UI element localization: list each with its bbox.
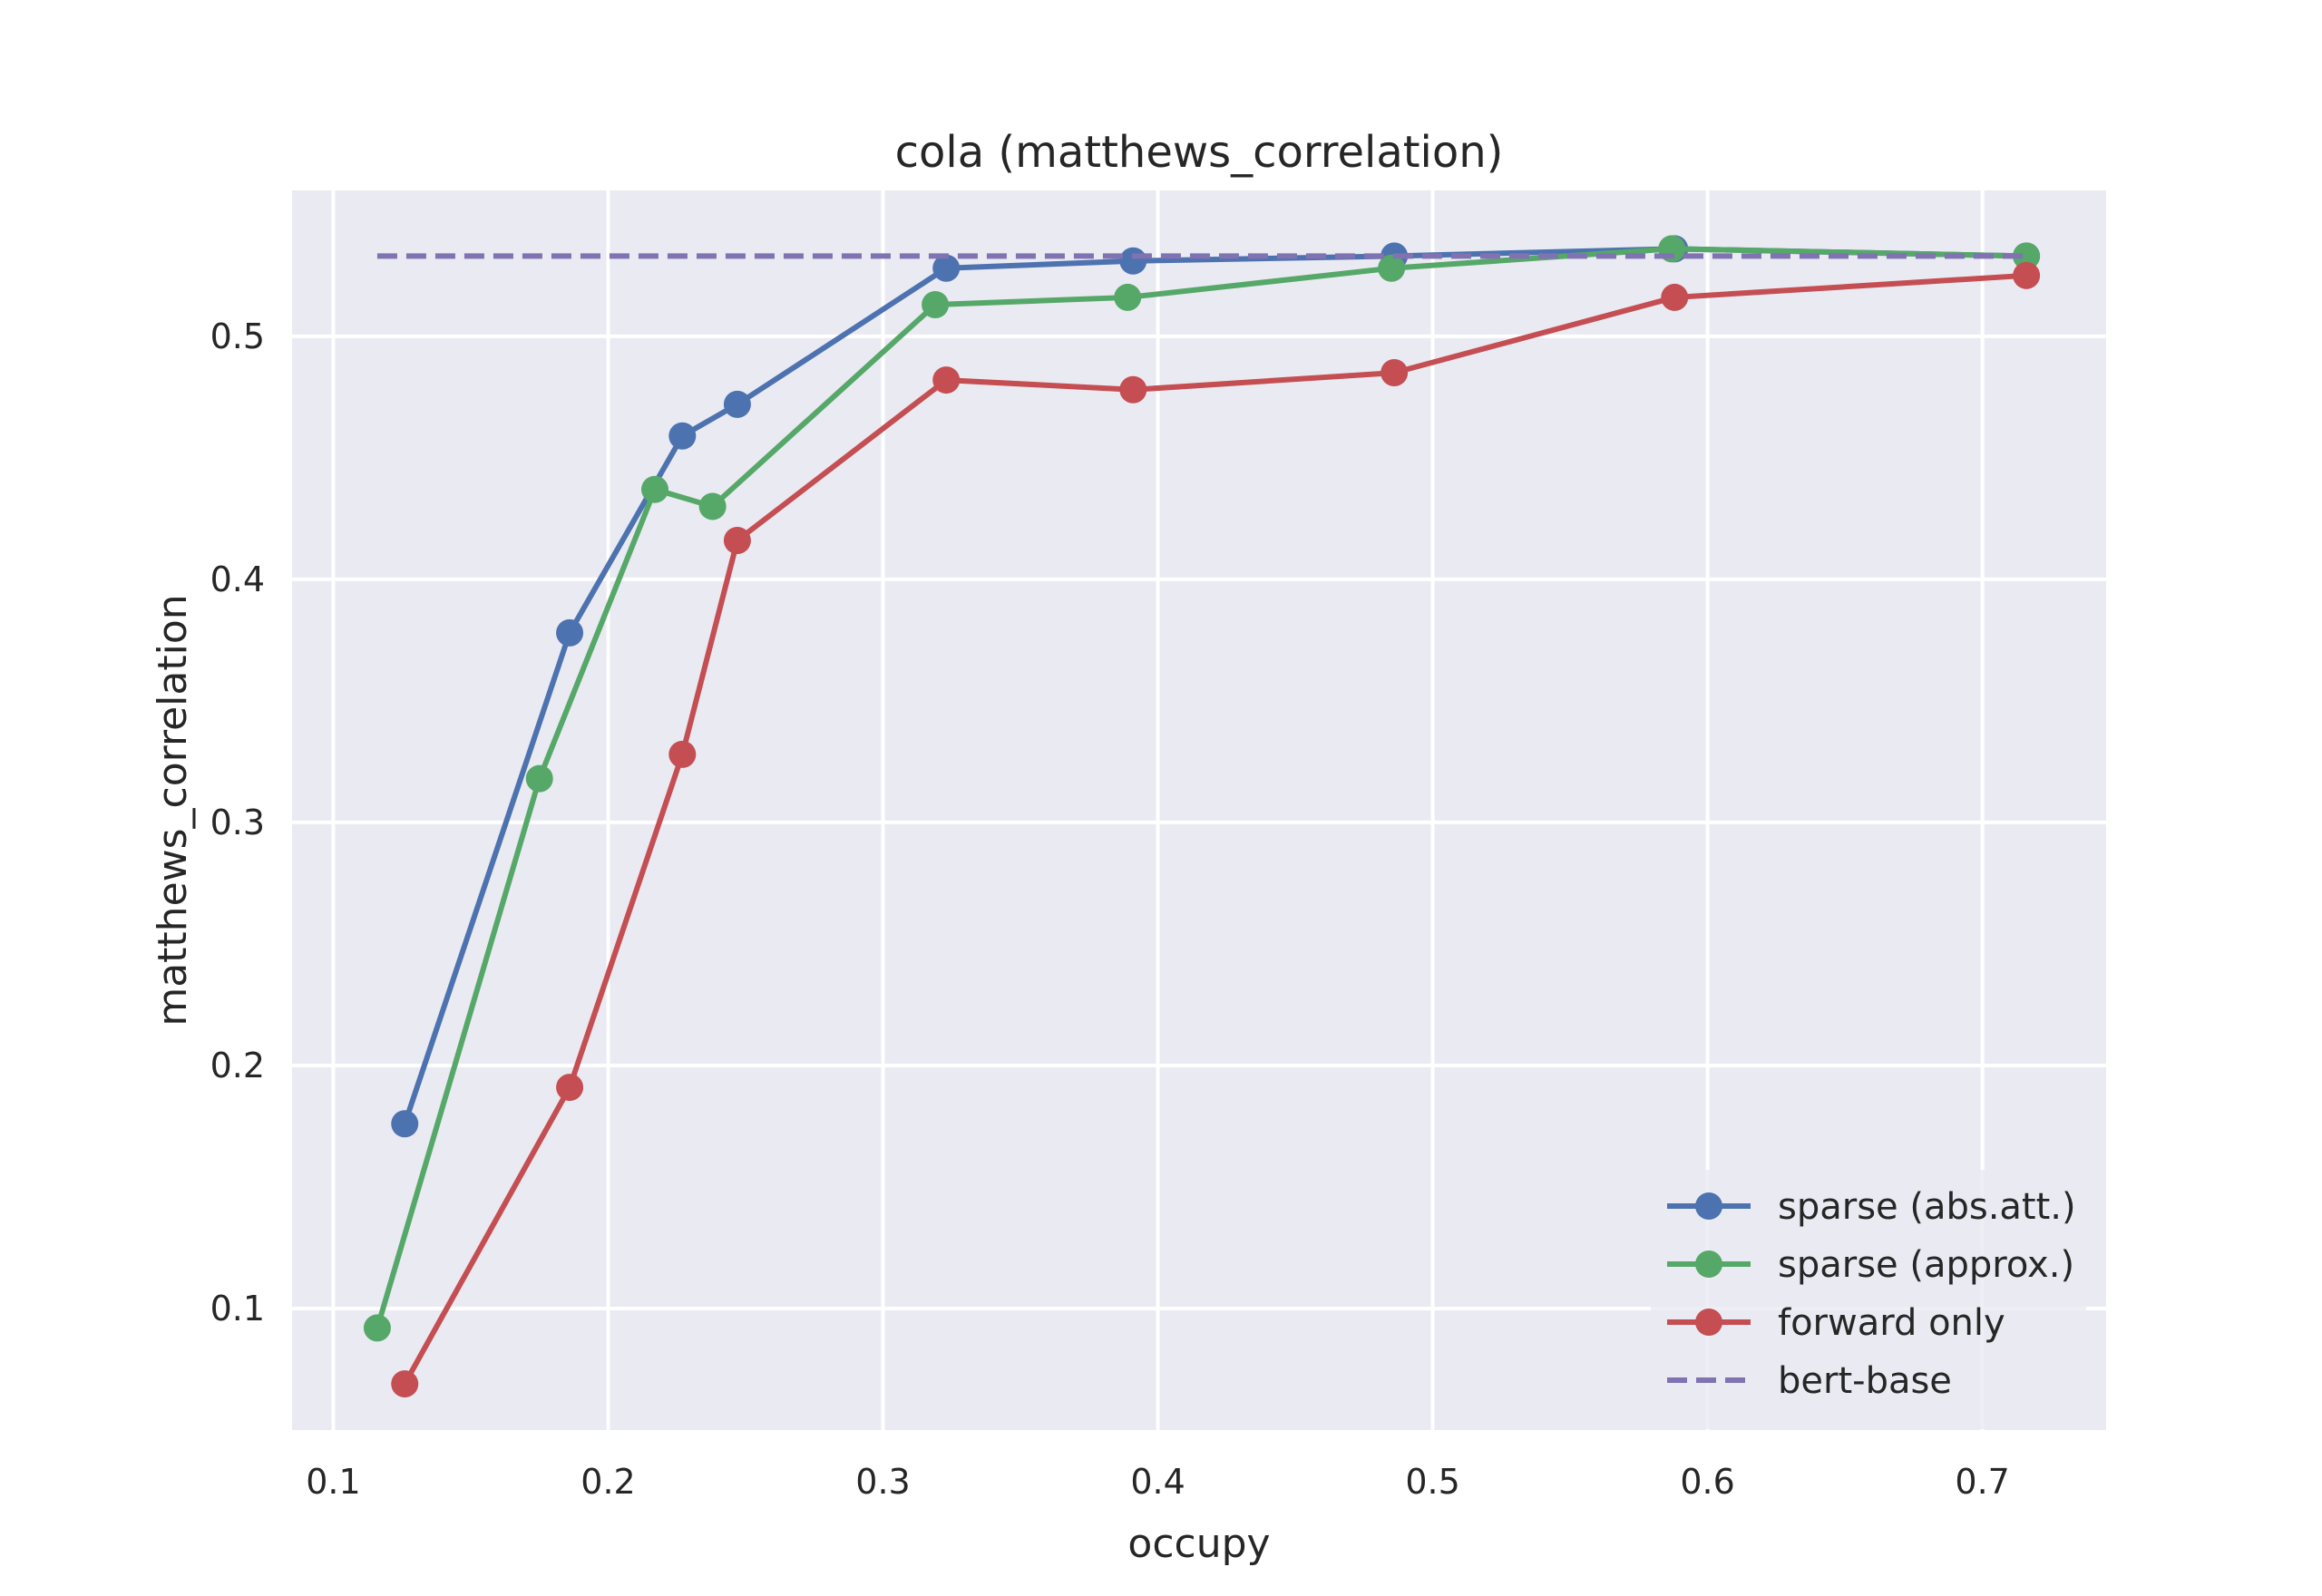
y-tick-label: 0.1	[210, 1289, 265, 1328]
series-layer	[363, 235, 2041, 1398]
y-axis-label: matthews_correlation	[150, 594, 196, 1026]
data-point	[556, 618, 584, 647]
data-point	[391, 1370, 419, 1398]
series-2	[391, 261, 2041, 1398]
data-point	[1378, 254, 1406, 282]
chart-title: cola (matthews_correlation)	[895, 127, 1504, 178]
data-point	[723, 526, 751, 554]
legend-item: sparse (abs.att.)	[1667, 1186, 2076, 1228]
y-tick-label: 0.2	[210, 1046, 265, 1085]
x-tick-label: 0.5	[1405, 1462, 1459, 1502]
data-point	[932, 366, 961, 394]
data-point	[1119, 375, 1147, 404]
data-point	[1114, 283, 1142, 311]
data-point	[391, 1110, 419, 1138]
data-point	[1119, 247, 1147, 275]
legend-swatch-marker	[1695, 1192, 1722, 1220]
y-tick-label: 0.5	[210, 316, 265, 356]
data-point	[2013, 242, 2041, 270]
legend-item: bert-base	[1667, 1360, 1952, 1402]
data-point	[668, 422, 697, 450]
data-point	[641, 475, 668, 503]
x-tick-label: 0.2	[580, 1462, 635, 1502]
data-point	[922, 290, 950, 318]
legend-label: sparse (approx.)	[1778, 1244, 2074, 1286]
legend-label: forward only	[1778, 1302, 2005, 1344]
y-tick-label: 0.3	[210, 803, 265, 842]
legend-swatch-marker	[1695, 1251, 1722, 1278]
data-point	[698, 492, 727, 521]
data-point	[1661, 283, 1689, 311]
x-tick-label: 0.3	[855, 1462, 910, 1502]
data-point	[2013, 261, 2041, 289]
data-point	[556, 1074, 584, 1102]
data-point	[668, 740, 697, 768]
legend-item: sparse (approx.)	[1667, 1244, 2074, 1286]
legend-item: forward only	[1667, 1302, 2005, 1344]
data-point	[723, 390, 751, 418]
data-point	[525, 764, 553, 793]
data-point	[363, 1314, 391, 1342]
ticks: 0.1 0.2 0.3 0.4 0.5 0.6 0.7 0.1 0.2 0.3 0.4 0.5	[210, 316, 2010, 1502]
data-point	[932, 254, 961, 282]
legend-label: sparse (abs.att.)	[1778, 1186, 2076, 1228]
x-tick-label: 0.1	[306, 1462, 360, 1502]
x-tick-label: 0.6	[1680, 1462, 1734, 1502]
data-point	[1381, 359, 1409, 387]
legend-box	[1651, 1170, 2086, 1429]
x-axis-label: occupy	[1127, 1521, 1270, 1567]
legend-swatch-marker	[1695, 1309, 1722, 1336]
x-tick-label: 0.4	[1130, 1462, 1185, 1502]
legend-label: bert-base	[1778, 1360, 1952, 1402]
y-tick-label: 0.4	[210, 560, 265, 599]
legend: sparse (abs.att.) sparse (approx.) forward…	[1651, 1170, 2086, 1429]
x-tick-label: 0.7	[1955, 1462, 2009, 1502]
